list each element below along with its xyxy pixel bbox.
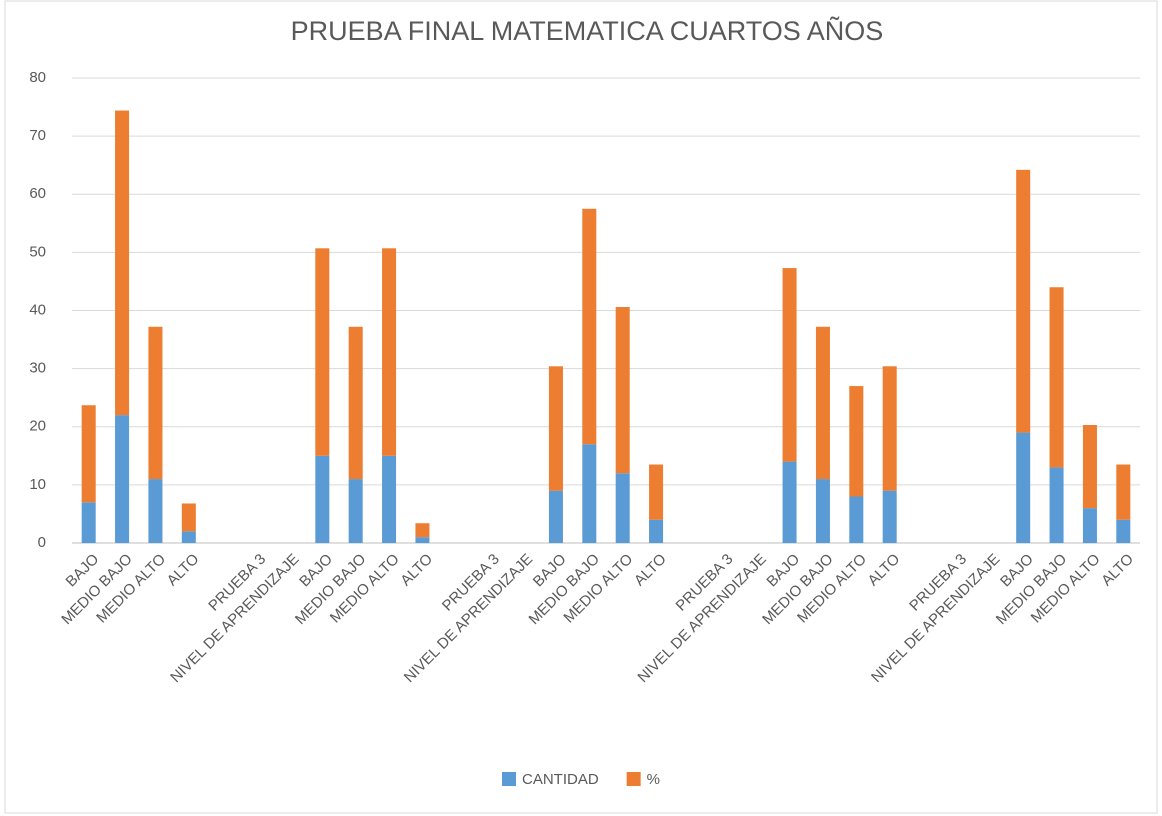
bar-segment <box>81 502 96 543</box>
bar-segment <box>148 479 163 543</box>
y-tick-label: 50 <box>29 243 46 260</box>
legend-swatch <box>626 772 641 786</box>
bar-segment <box>1116 464 1131 520</box>
bar-segment <box>81 405 96 503</box>
bar-segment <box>615 473 630 543</box>
bar-segment <box>382 248 397 456</box>
bar-segment <box>181 531 196 543</box>
bar-segment <box>382 455 397 543</box>
bar-segment <box>348 326 363 480</box>
bar-segment <box>1082 425 1097 509</box>
bar-segment <box>348 479 363 543</box>
bar-segment <box>815 479 830 543</box>
bar-segment <box>1016 432 1031 543</box>
y-tick-label: 60 <box>29 185 46 202</box>
bar-segment <box>1016 169 1031 433</box>
bar-segment <box>649 464 664 520</box>
bar-segment <box>415 537 430 543</box>
bar-segment <box>782 268 797 462</box>
legend-swatch <box>502 772 516 786</box>
bar-segment <box>649 519 664 543</box>
bar-segment <box>315 455 330 543</box>
bar-segment <box>1049 467 1064 543</box>
bar-segment <box>882 366 897 491</box>
bar-segment <box>815 326 830 480</box>
bar-segment <box>582 444 597 543</box>
chart-title: PRUEBA FINAL MATEMATICA CUARTOS AÑOS <box>291 15 884 46</box>
legend-label: CANTIDAD <box>522 771 599 788</box>
y-tick-label: 70 <box>29 127 46 144</box>
y-tick-label: 40 <box>29 301 46 318</box>
bar-segment <box>615 307 630 474</box>
bar-segment <box>315 248 330 456</box>
bar-segment <box>1049 287 1064 468</box>
chart-frame <box>4 0 1158 814</box>
bar-segment <box>782 461 797 543</box>
bar-segment <box>415 523 430 538</box>
bar-segment <box>582 208 597 445</box>
y-tick-label: 80 <box>29 69 46 86</box>
bar-segment <box>849 496 864 543</box>
legend-label: % <box>647 771 660 788</box>
y-tick-label: 30 <box>29 360 46 377</box>
bar-segment <box>548 490 563 543</box>
bar-segment <box>882 490 897 543</box>
bar-segment <box>548 366 563 491</box>
y-tick-label: 0 <box>38 534 46 551</box>
bar-segment <box>181 503 196 532</box>
bar-segment <box>1082 508 1097 543</box>
y-tick-label: 10 <box>29 476 46 493</box>
bar-segment <box>115 415 130 543</box>
y-tick-label: 20 <box>29 418 46 435</box>
bar-segment <box>1116 519 1131 543</box>
bar-segment <box>148 326 163 480</box>
bar-segment <box>115 110 130 416</box>
bar-segment <box>849 386 864 497</box>
